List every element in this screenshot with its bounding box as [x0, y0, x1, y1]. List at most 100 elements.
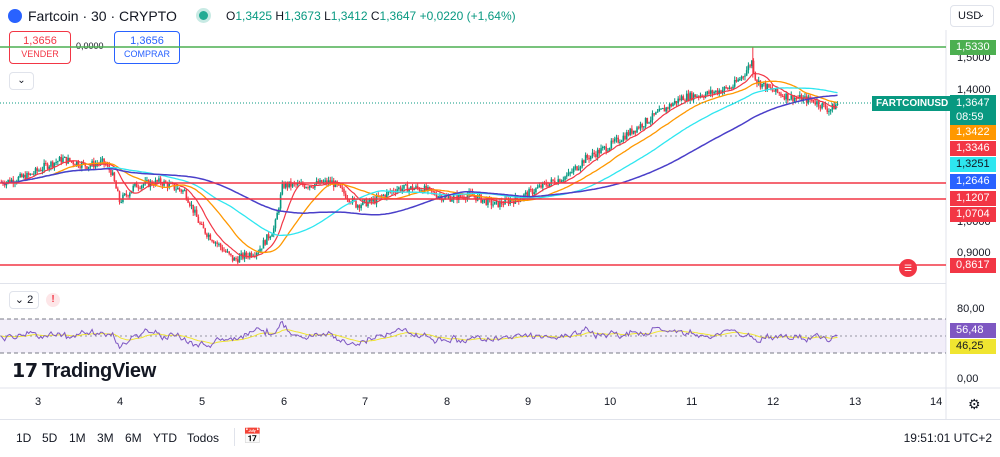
calendar-icon[interactable]: 📅 — [243, 428, 262, 445]
candle-body — [776, 87, 779, 93]
candle-body — [607, 150, 609, 152]
timeframe-3m[interactable]: 3M — [97, 431, 114, 445]
candle-body — [93, 161, 95, 168]
candle-body — [456, 193, 458, 200]
candle-body — [202, 224, 205, 229]
warning-icon[interactable]: ! — [46, 293, 60, 307]
price-chart[interactable] — [0, 0, 1000, 419]
candle-body — [9, 179, 11, 183]
candle-body — [166, 183, 169, 188]
candle-body — [401, 188, 404, 192]
candle-body — [648, 122, 650, 124]
timeframe-5d[interactable]: 5D — [42, 431, 58, 445]
candle-body — [408, 188, 410, 193]
candle-body — [742, 76, 745, 78]
candle-body — [187, 198, 189, 203]
candle-body — [36, 168, 39, 171]
candle-body — [644, 117, 647, 127]
candle-body — [176, 187, 179, 190]
clock[interactable]: 19:51:01 UTC+2 — [903, 431, 992, 445]
candle-body — [586, 155, 589, 158]
pane-separator[interactable] — [0, 283, 946, 284]
candle-body — [129, 193, 131, 197]
candle-body — [691, 92, 693, 100]
candle-body — [89, 165, 92, 167]
candle-body — [612, 140, 614, 142]
low-value: 1,3412 — [330, 9, 368, 23]
candle-body — [274, 219, 277, 229]
candle-body — [21, 173, 23, 178]
candle-body — [117, 188, 119, 192]
candle-body — [739, 79, 741, 81]
candle-body — [812, 99, 815, 103]
candle-body — [529, 189, 532, 191]
sell-label: VENDER — [21, 49, 59, 59]
candle-body — [744, 75, 746, 77]
candle-body — [410, 186, 412, 189]
time-axis-label: 13 — [849, 396, 862, 408]
market-status-icon[interactable] — [199, 11, 208, 20]
candle-body — [708, 91, 710, 94]
candle-body — [394, 191, 397, 193]
candle-body — [533, 192, 536, 195]
candle-body — [437, 196, 440, 198]
candle-body — [550, 179, 553, 184]
candle-body — [248, 253, 251, 258]
indicator-toggle-button[interactable]: ⌄ 2 — [9, 291, 39, 309]
candle-body — [98, 163, 100, 165]
candle-body — [651, 113, 654, 121]
candle-body — [526, 192, 529, 198]
candle-body — [622, 135, 625, 141]
symbol-title[interactable]: Fartcoin · 30 · CRYPTO — [28, 8, 177, 24]
timeframe-1m[interactable]: 1M — [69, 431, 86, 445]
candle-body — [507, 199, 510, 204]
candle-body — [230, 253, 232, 256]
candle-body — [26, 172, 28, 181]
timeframe-all[interactable]: Todos — [187, 431, 220, 445]
timeframe-1d[interactable]: 1D — [16, 431, 32, 445]
candle-body — [33, 173, 35, 175]
candle-body — [605, 146, 607, 152]
candle-body — [591, 152, 594, 156]
tradingview-logo[interactable]: 𝟭𝟳 TradingView — [12, 360, 156, 383]
candle-body — [788, 99, 791, 101]
currency-selector[interactable]: USD ⌄ — [950, 5, 994, 27]
candle-body — [106, 164, 109, 166]
candle-body — [69, 157, 71, 162]
candle-body — [319, 180, 321, 184]
gear-icon[interactable]: ⚙ — [968, 396, 981, 412]
candle-body — [601, 146, 604, 149]
timeframe-ytd[interactable]: YTD — [153, 431, 177, 445]
tradingview-logo-icon: 𝟭𝟳 — [12, 361, 38, 382]
candle-body — [826, 108, 829, 112]
candle-body — [603, 146, 606, 148]
candle-body — [667, 107, 669, 109]
moving-average-blue — [0, 94, 838, 216]
candle-body — [747, 65, 750, 71]
candle-body — [665, 107, 667, 112]
timeframe-6m[interactable]: 6M — [125, 431, 142, 445]
us-flag-event-icon[interactable]: ☰ — [899, 259, 917, 277]
rsi-band — [0, 319, 946, 353]
candle-body — [238, 256, 241, 263]
candle-body — [600, 148, 602, 154]
candle-body — [343, 188, 345, 194]
collapse-legend-button[interactable]: ⌄ — [9, 72, 34, 90]
candle-body — [125, 193, 128, 196]
candle-body — [327, 180, 330, 184]
candle-body — [199, 222, 201, 224]
candle-body — [572, 168, 575, 173]
candle-body — [579, 166, 582, 169]
candle-body — [382, 195, 385, 197]
indicator-count: 2 — [27, 294, 34, 306]
candle-body — [158, 178, 160, 182]
candle-body — [259, 248, 261, 253]
candle-body — [10, 179, 13, 183]
rsi-signal-tag: 46,25 — [950, 339, 996, 354]
candle-body — [276, 213, 278, 220]
candle-body — [548, 183, 551, 187]
candle-body — [387, 191, 390, 193]
candle-body — [685, 93, 688, 101]
candle-body — [120, 201, 123, 203]
candle-body — [745, 70, 748, 76]
